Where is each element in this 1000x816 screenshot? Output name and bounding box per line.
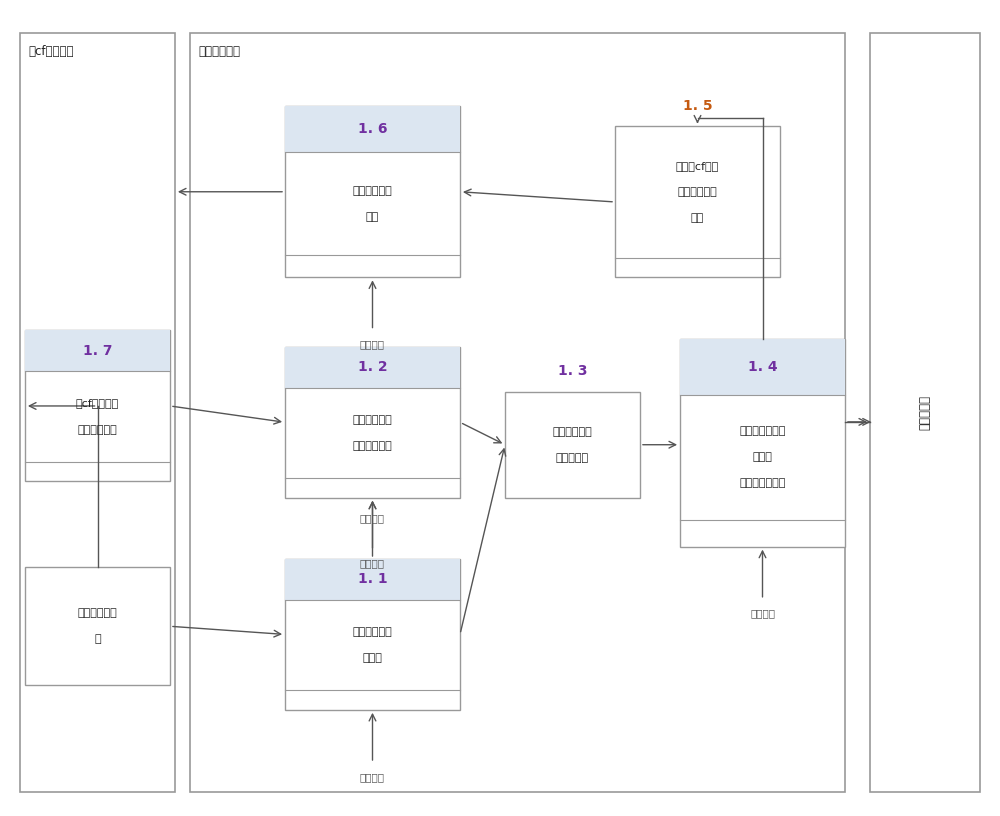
Bar — [25, 567, 170, 685]
Text: 1. 6: 1. 6 — [358, 122, 387, 136]
Text: 主从状态: 主从状态 — [360, 513, 385, 523]
Text: 从cf断服务端: 从cf断服务端 — [28, 45, 74, 58]
Text: 诊断客户端请: 诊断客户端请 — [353, 627, 392, 637]
Bar — [680, 339, 845, 547]
Text: 主从状态: 主从状态 — [360, 339, 385, 349]
Text: 更新实时数据库: 更新实时数据库 — [739, 478, 786, 488]
Text: 主诊断服务端: 主诊断服务端 — [353, 415, 392, 425]
Bar — [285, 559, 460, 710]
Text: 区（内存）: 区（内存） — [556, 453, 589, 463]
Bar — [25, 330, 170, 371]
Text: 1. 7: 1. 7 — [83, 344, 112, 358]
Text: 主从状态: 主从状态 — [750, 609, 775, 619]
Text: 端: 端 — [94, 634, 101, 645]
Bar — [190, 33, 845, 792]
Bar — [615, 126, 780, 277]
Text: 求处理: 求处理 — [363, 653, 382, 663]
Bar — [20, 33, 175, 792]
Text: 实时数据库: 实时数据库 — [918, 395, 932, 429]
Text: 1. 1: 1. 1 — [358, 572, 387, 587]
Text: 务端进行主从: 务端进行主从 — [678, 187, 717, 197]
Text: 1. 4: 1. 4 — [748, 360, 777, 374]
Bar — [285, 106, 460, 153]
Text: 主从状态: 主从状态 — [360, 558, 385, 568]
Text: 1. 5: 1. 5 — [683, 99, 712, 113]
Text: 转发请求处理: 转发请求处理 — [78, 424, 117, 435]
Text: 处理: 处理 — [366, 212, 379, 222]
Bar — [285, 106, 460, 277]
Text: 检测到设备状态: 检测到设备状态 — [739, 426, 786, 436]
Text: 1. 2: 1. 2 — [358, 360, 387, 375]
Text: 1. 3: 1. 3 — [558, 364, 587, 379]
Bar — [680, 339, 845, 395]
Text: 设备状态数据: 设备状态数据 — [553, 427, 592, 437]
Text: 对齐: 对齐 — [691, 213, 704, 224]
Text: 从cf断服务端: 从cf断服务端 — [76, 398, 119, 409]
Bar — [505, 392, 640, 498]
Bar — [285, 347, 460, 498]
Bar — [285, 559, 460, 600]
Bar — [285, 347, 460, 388]
Bar — [25, 330, 170, 481]
Text: 主诊断服务端: 主诊断服务端 — [198, 45, 240, 58]
Text: 转发请求处理: 转发请求处理 — [353, 441, 392, 451]
Text: 主从对齐请求: 主从对齐请求 — [353, 186, 392, 196]
Text: 的改变: 的改变 — [753, 452, 772, 462]
Text: 主从状态: 主从状态 — [360, 772, 385, 782]
Text: 设备诊断客户: 设备诊断客户 — [78, 608, 117, 619]
Text: 通知从cf断服: 通知从cf断服 — [676, 161, 719, 171]
Bar — [870, 33, 980, 792]
